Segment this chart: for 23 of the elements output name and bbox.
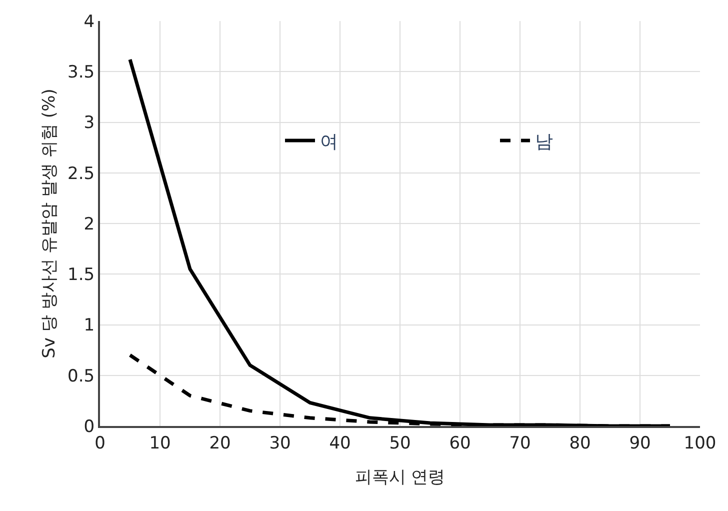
- x-tick-label: 50: [389, 433, 411, 454]
- y-tick-label: 1.5: [68, 265, 95, 286]
- x-tick-label: 10: [149, 433, 171, 454]
- y-tick-label: 0: [84, 416, 95, 437]
- x-tick-label: 30: [269, 433, 291, 454]
- y-tick-label: 0.5: [68, 366, 95, 386]
- y-tick-label: 2.5: [68, 164, 95, 184]
- x-tick-label: 80: [569, 433, 591, 454]
- x-tick-label: 60: [449, 433, 471, 454]
- y-tick-label: 3: [84, 113, 95, 134]
- y-tick-label: 3.5: [68, 62, 95, 83]
- y-tick-label: 1: [84, 316, 95, 336]
- x-tick-label: 90: [629, 433, 651, 454]
- x-tick-label: 40: [329, 433, 351, 454]
- y-tick-label: 2: [84, 214, 95, 234]
- x-tick-label: 100: [684, 433, 716, 454]
- legend-label: 남: [535, 131, 553, 152]
- x-axis-title: 피폭시 연령: [354, 467, 446, 488]
- x-tick-label: 70: [509, 433, 531, 454]
- x-tick-label: 20: [209, 433, 231, 454]
- y-tick-label: 4: [84, 12, 95, 32]
- y-axis-title: Sv 당 방사선 유발암 발생 위험 (%): [40, 88, 60, 358]
- legend-label: 여: [320, 131, 338, 152]
